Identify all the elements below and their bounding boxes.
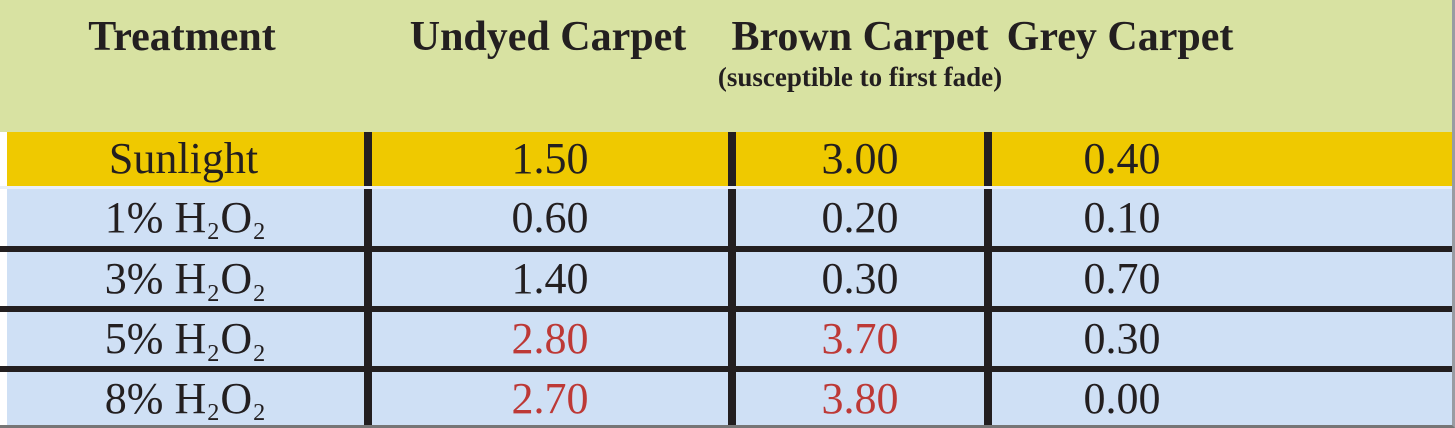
column-header-grey-carpet: Grey Carpet xyxy=(988,0,1452,132)
table-row-5pct-h2o2: 5% H2O2 2.80 3.70 0.30 xyxy=(0,312,1452,366)
column-header-label: Treatment xyxy=(88,14,276,60)
column-header-undyed-carpet: Undyed Carpet xyxy=(364,0,732,132)
table-row-1pct-h2o2: 1% H2O2 0.60 0.20 0.10 xyxy=(0,189,1452,246)
table-row-3pct-h2o2: 3% H2O2 1.40 0.30 0.70 xyxy=(0,252,1452,306)
row-separator xyxy=(0,366,1452,372)
value-cell: 0.20 xyxy=(728,189,984,246)
row-separator xyxy=(0,246,1452,252)
value-cell: 0.60 xyxy=(364,189,728,246)
value-label: 0.10 xyxy=(1083,192,1161,242)
row-separator xyxy=(0,306,1452,312)
column-header-label: Brown Carpet xyxy=(731,14,989,60)
value-cell: 2.70 xyxy=(364,372,728,425)
value-cell: 0.40 xyxy=(984,132,1452,186)
value-label: 0.30 xyxy=(1083,314,1161,363)
value-cell: 0.00 xyxy=(984,372,1452,425)
treatment-cell: 3% H2O2 xyxy=(7,252,364,306)
treatment-label: Sunlight xyxy=(108,134,259,183)
column-header-brown-carpet: Brown Carpet (susceptible to first fade) xyxy=(718,0,1002,132)
value-label: 0.40 xyxy=(1083,134,1161,183)
column-header-label: Grey Carpet xyxy=(1006,14,1234,60)
treatment-label: 3% H2O2 xyxy=(104,254,266,307)
column-header-treatment: Treatment xyxy=(0,0,364,132)
value-cell: 1.40 xyxy=(364,252,728,306)
value-label: 0.30 xyxy=(821,254,899,303)
value-cell: 2.80 xyxy=(364,312,728,366)
value-label: 0.60 xyxy=(511,192,589,242)
treatment-cell: 5% H2O2 xyxy=(7,312,364,366)
value-label: 3.00 xyxy=(821,134,899,183)
treatment-label: 1% H2O2 xyxy=(104,192,266,246)
value-label: 0.00 xyxy=(1083,373,1161,423)
value-cell: 1.50 xyxy=(364,132,728,186)
value-label: 0.20 xyxy=(821,192,899,242)
value-cell: 0.70 xyxy=(984,252,1452,306)
value-cell: 0.30 xyxy=(728,252,984,306)
value-label: 0.70 xyxy=(1083,254,1161,303)
value-label: 1.40 xyxy=(511,254,589,303)
treatment-label: 5% H2O2 xyxy=(104,314,266,367)
header-row: Treatment Undyed Carpet Brown Carpet (su… xyxy=(0,0,1452,132)
treatment-cell: 1% H2O2 xyxy=(7,189,364,246)
value-label: 2.70 xyxy=(511,373,589,423)
column-header-label: Undyed Carpet xyxy=(409,14,687,60)
treatment-cell: 8% H2O2 xyxy=(7,372,364,425)
table-row-sunlight: Sunlight 1.50 3.00 0.40 xyxy=(0,132,1452,186)
value-cell: 3.80 xyxy=(728,372,984,425)
table-row-8pct-h2o2: 8% H2O2 2.70 3.80 0.00 xyxy=(0,372,1452,425)
value-cell: 0.10 xyxy=(984,189,1452,246)
value-label: 1.50 xyxy=(511,134,589,183)
value-cell: 0.30 xyxy=(984,312,1452,366)
treatment-cell: Sunlight xyxy=(7,132,364,186)
column-header-subtitle: (susceptible to first fade) xyxy=(717,62,1003,93)
value-label: 3.80 xyxy=(821,373,899,423)
treatment-label: 8% H2O2 xyxy=(104,373,266,427)
row-gap xyxy=(0,186,1452,189)
value-label: 2.80 xyxy=(511,314,589,363)
value-cell: 3.70 xyxy=(728,312,984,366)
value-label: 3.70 xyxy=(821,314,899,363)
value-cell: 3.00 xyxy=(728,132,984,186)
